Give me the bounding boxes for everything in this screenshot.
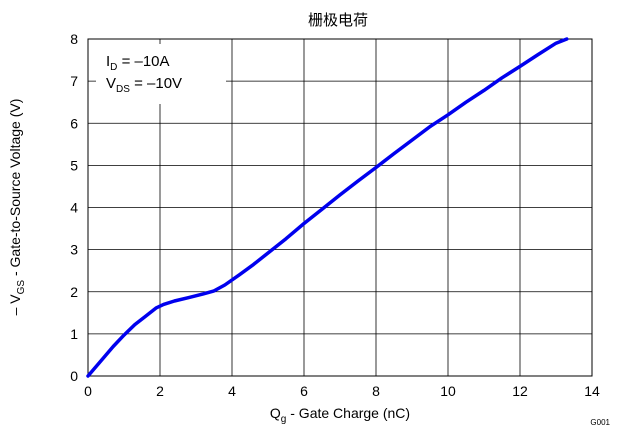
- y-tick-label: 5: [70, 157, 78, 173]
- annotation-box: [96, 44, 226, 104]
- x-tick-label: 8: [372, 383, 380, 399]
- y-tick-label: 3: [70, 242, 78, 258]
- y-tick-label: 8: [70, 31, 78, 47]
- x-tick-label: 10: [440, 383, 456, 399]
- x-axis-label: Qg - Gate Charge (nC): [270, 405, 410, 425]
- x-tick-label: 4: [228, 383, 236, 399]
- y-tick-label: 2: [70, 284, 78, 300]
- y-tick-label: 6: [70, 115, 78, 131]
- x-tick-label: 2: [156, 383, 164, 399]
- y-tick-label: 4: [70, 200, 78, 216]
- annotation-vds: VDS = –10V: [106, 75, 182, 95]
- chart-title: 栅极电荷: [308, 11, 368, 29]
- x-tick-label: 6: [300, 383, 308, 399]
- y-tick-label: 1: [70, 326, 78, 342]
- x-tick-label: 14: [584, 383, 600, 399]
- y-tick-label: 0: [70, 368, 78, 384]
- x-tick-labels: 0 2 4 6 8 10 12 14: [84, 383, 600, 399]
- x-tick-label: 0: [84, 383, 92, 399]
- y-tick-label: 7: [70, 73, 78, 89]
- y-axis-label: – VGS - Gate-to-Source Voltage (V): [7, 99, 27, 316]
- plot-frame: [87, 38, 593, 377]
- figure-id: G001: [590, 418, 610, 427]
- series-line: [86, 37, 569, 378]
- y-tick-labels: 0 1 2 3 4 5 6 7 8: [70, 31, 78, 384]
- annotation-id: ID = –10A: [106, 53, 170, 73]
- x-tick-label: 12: [512, 383, 528, 399]
